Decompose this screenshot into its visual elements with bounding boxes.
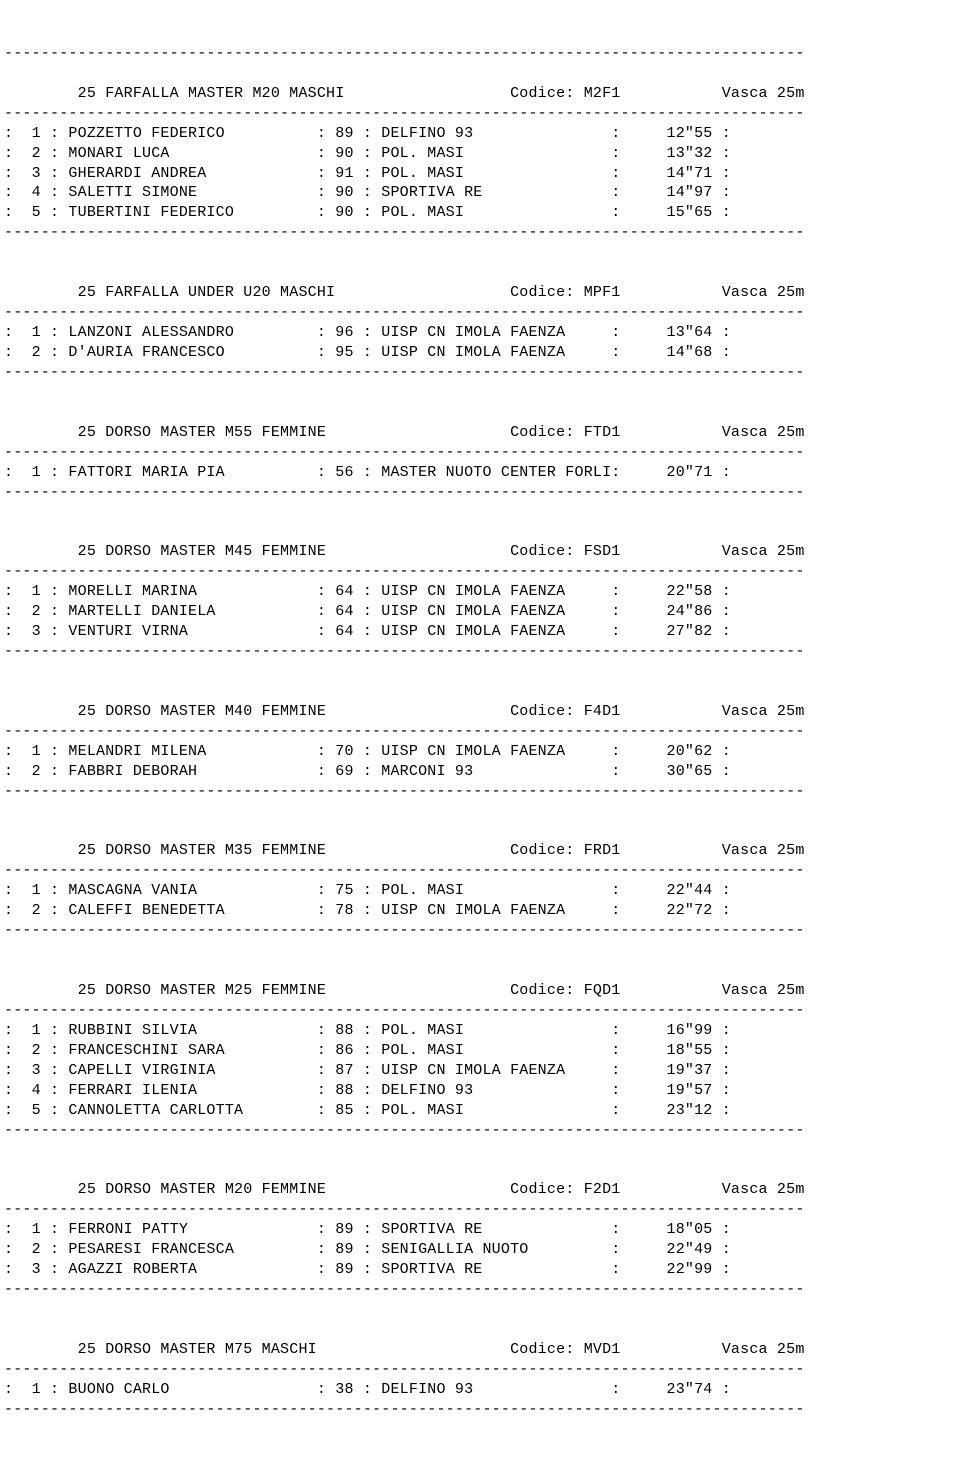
results-document: ----------------------------------------… [4, 44, 956, 1420]
